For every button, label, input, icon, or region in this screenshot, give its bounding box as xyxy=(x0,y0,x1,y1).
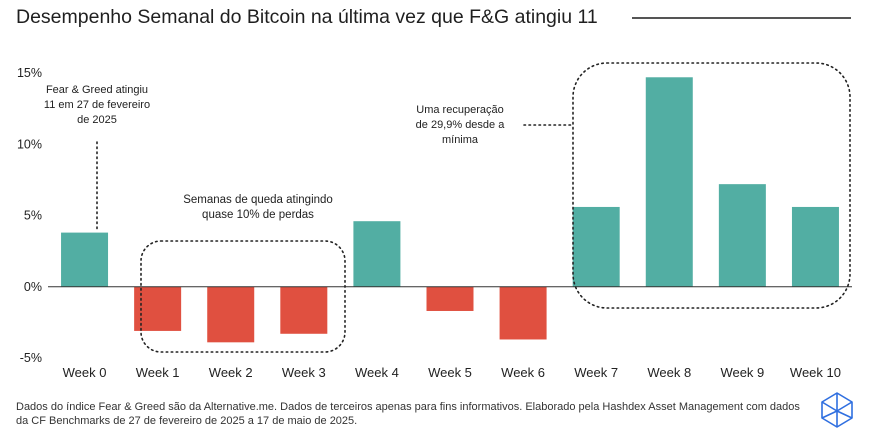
bar xyxy=(353,221,401,287)
y-tick-label: 5% xyxy=(24,209,42,223)
hashdex-logo-icon xyxy=(821,392,853,428)
footnote: Dados do índice Fear & Greed são da Alte… xyxy=(16,401,800,427)
annotation-drop-box xyxy=(140,240,346,353)
title-rule xyxy=(632,17,851,19)
bar xyxy=(280,286,328,334)
x-tick-label: Week 9 xyxy=(720,365,764,380)
x-tick-label: Week 8 xyxy=(647,365,691,380)
x-tick-label: Week 6 xyxy=(501,365,545,380)
bar-chart: 15% 10% 5% 0% -5% Week 0 Week 1 Week 2 Week 3 Wee… xyxy=(17,62,852,380)
x-tick-label: Week 7 xyxy=(574,365,618,380)
annotation-drop-text: Semanas de queda atingindo xyxy=(183,194,333,206)
x-tick-label: Week 3 xyxy=(282,365,326,380)
bar xyxy=(791,206,839,287)
annotation-drop-text: quase 10% de perdas xyxy=(202,209,314,221)
x-tick-label: Week 4 xyxy=(355,365,399,380)
x-tick-label: Week 2 xyxy=(209,365,253,380)
y-tick-label: -5% xyxy=(20,351,42,365)
x-tick-label: Week 1 xyxy=(136,365,180,380)
y-tick-label: 10% xyxy=(17,137,42,151)
x-tick-label: Week 0 xyxy=(63,365,107,380)
annotation-recovery-text: Uma recuperação xyxy=(416,104,503,116)
bar xyxy=(645,77,693,287)
bar xyxy=(61,232,109,287)
annotation-fg-text: Fear & Greed atingiu xyxy=(46,84,148,96)
annotation-recovery-text: mínima xyxy=(442,134,479,146)
bar xyxy=(499,286,547,340)
y-tick-label: 0% xyxy=(24,280,42,294)
x-tick-label: Week 5 xyxy=(428,365,472,380)
annotation-recovery-text: de 29,9% desde a xyxy=(416,119,506,131)
bar xyxy=(426,286,474,311)
annotation-fg-text: 11 em 27 de fevereiro xyxy=(44,99,150,111)
bar xyxy=(207,286,255,343)
x-tick-label: Week 10 xyxy=(790,365,841,380)
chart-title: Desempenho Semanal do Bitcoin na última … xyxy=(16,6,598,28)
annotation-fg-text: de 2025 xyxy=(77,114,117,126)
annotation-recovery-box xyxy=(572,62,851,309)
bar xyxy=(718,184,766,287)
y-tick-label: 15% xyxy=(17,66,42,80)
bar xyxy=(572,206,620,287)
bar xyxy=(134,286,182,331)
